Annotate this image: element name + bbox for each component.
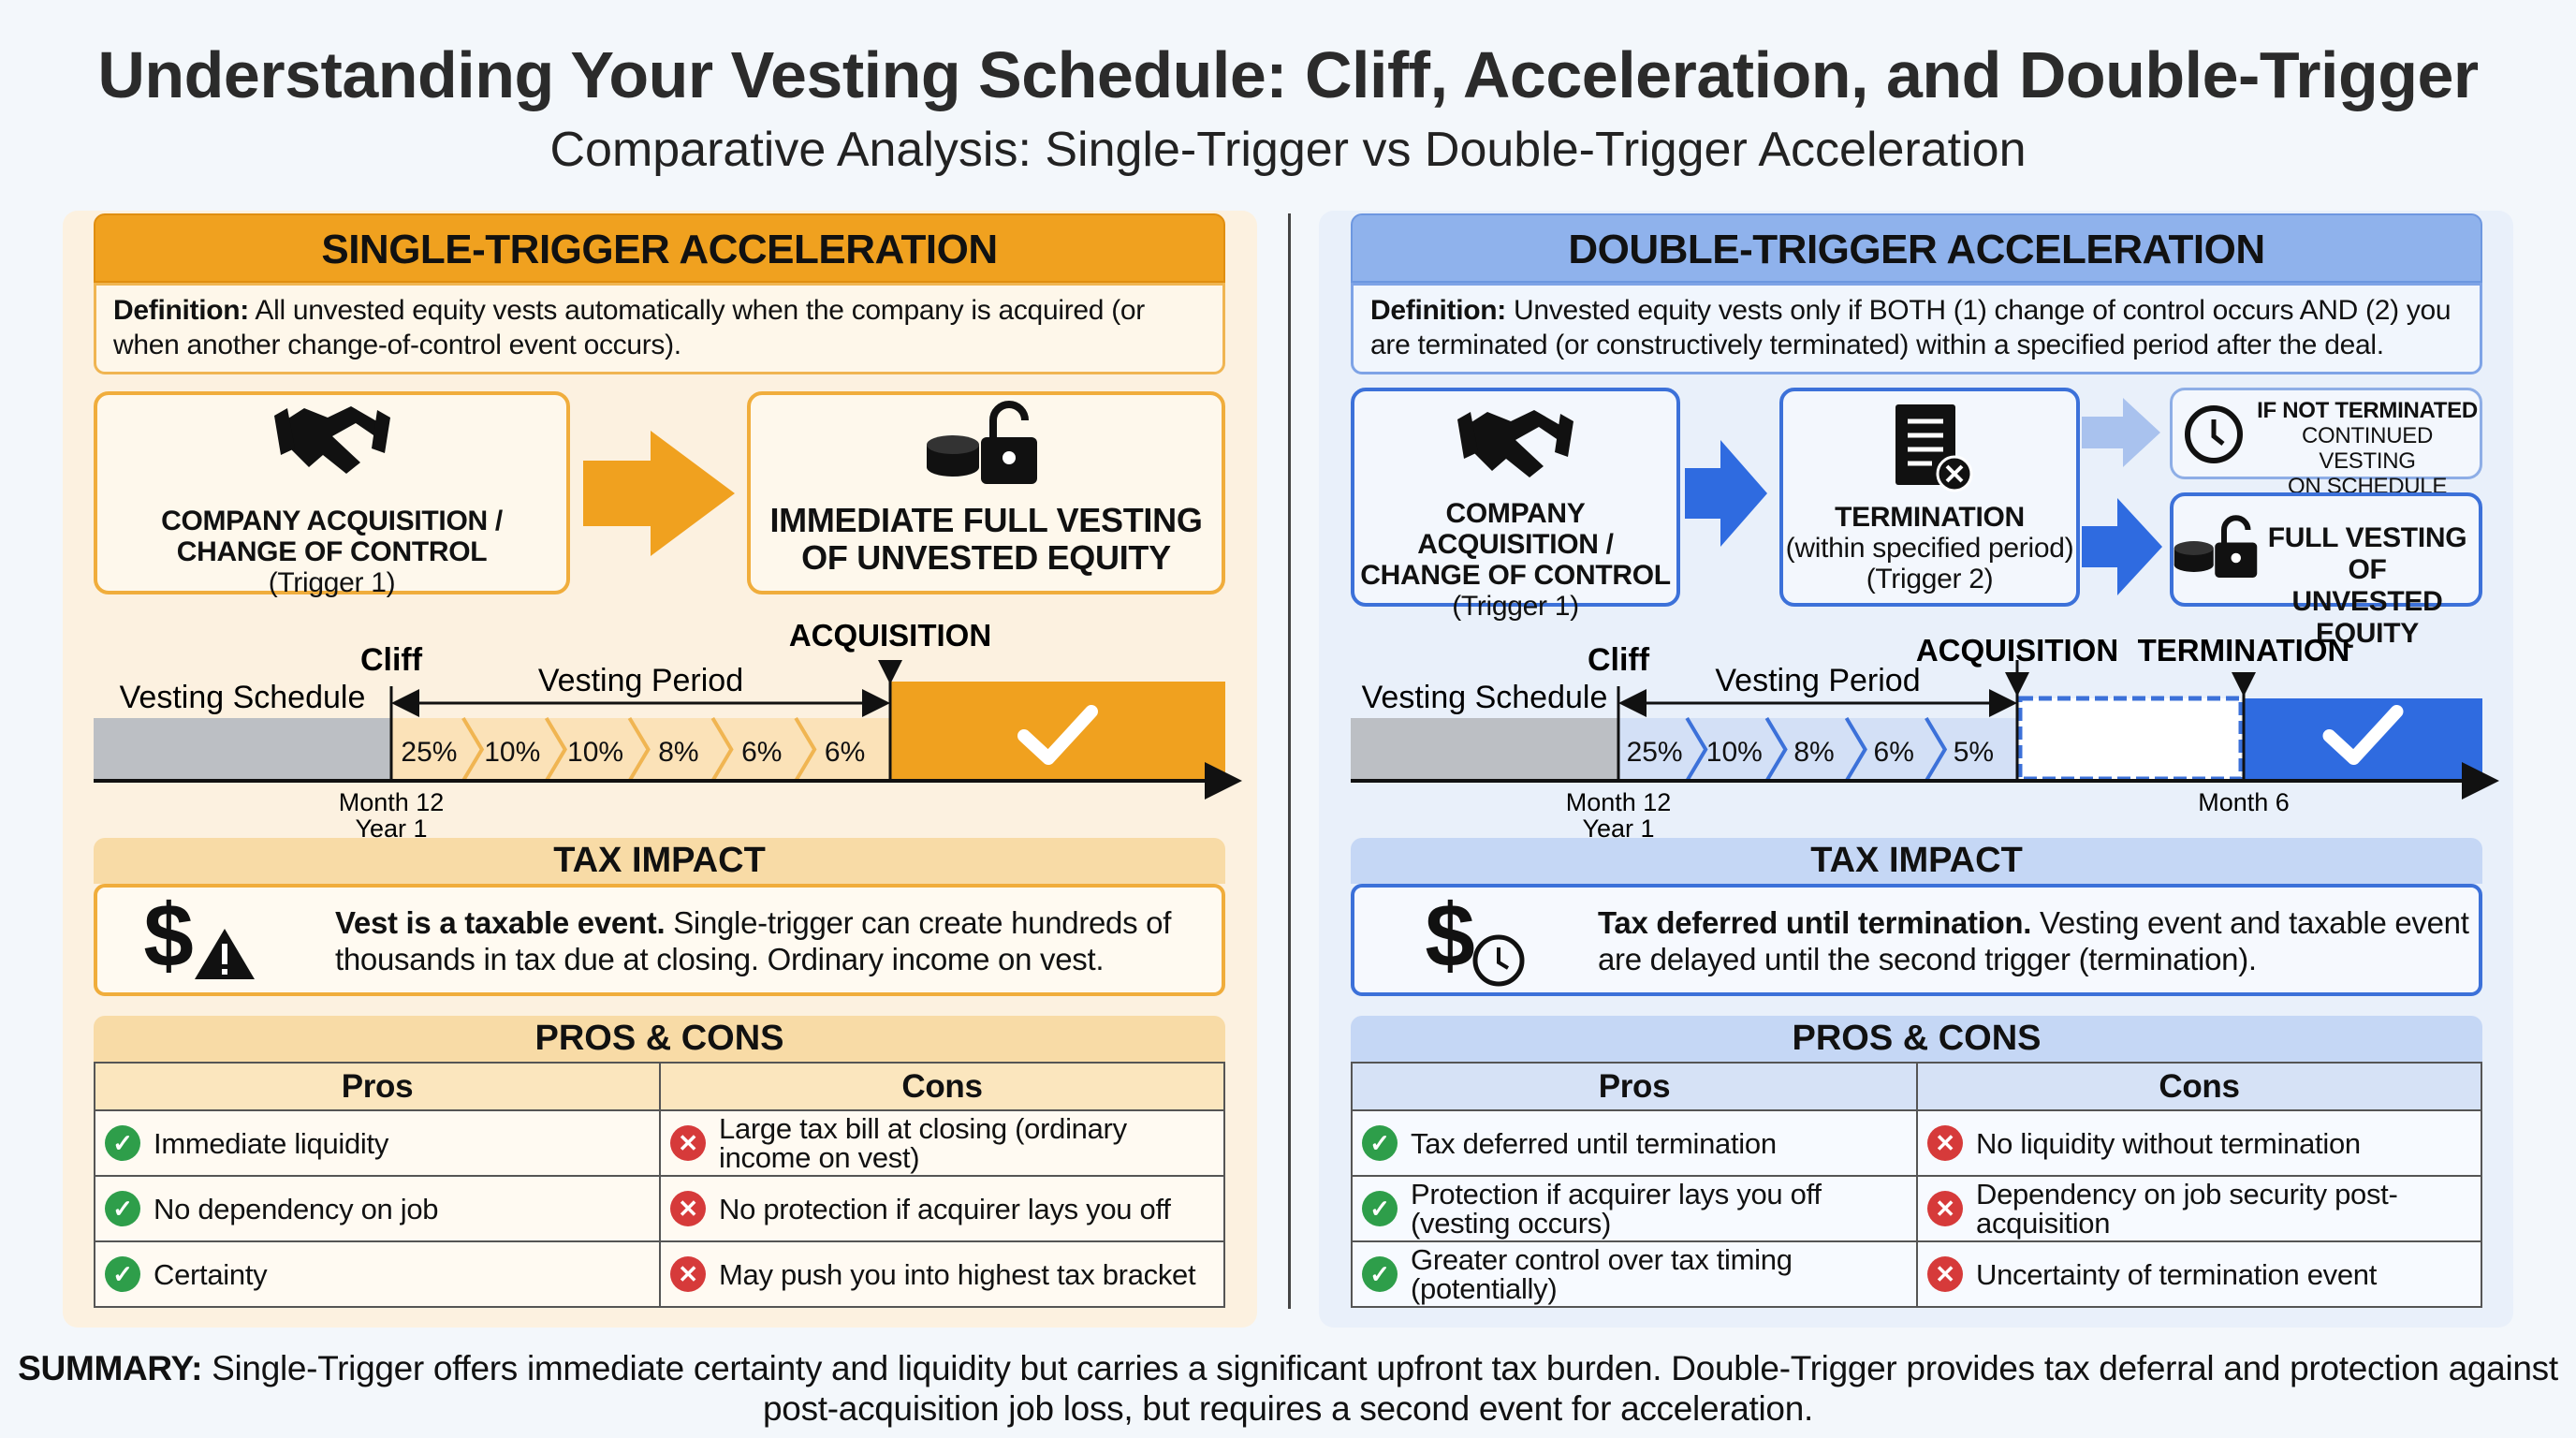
con-cell: ✕ Dependency on job security post-acquisi… — [1916, 1175, 2482, 1242]
con-text: No liquidity without termination — [1976, 1126, 2361, 1160]
pro-text: Greater control over tax timing (potenti… — [1411, 1243, 1793, 1305]
trigger-line1: COMPANY ACQUISITION / — [161, 506, 503, 536]
con-cell: ✕ May push you into highest tax bracket — [659, 1240, 1225, 1308]
con-cell: ✕ No liquidity without termination — [1916, 1109, 2482, 1177]
double-tax-header: TAX IMPACT — [1351, 838, 2482, 884]
trigger-line1: COMPANY ACQUISITION / — [1417, 498, 1614, 560]
double-proscons-table: Pros Cons ✓ Tax deferred until termination… — [1351, 1062, 2482, 1308]
con-text: No protection if acquirer lays you off — [719, 1192, 1171, 1225]
not-terminated-line1: IF NOT TERMINATED — [2257, 398, 2478, 423]
con-cell: ✕ No protection if acquirer lays you off — [659, 1175, 1225, 1242]
table-row: ✓ Certainty ✕ May push you into highest ta… — [94, 1240, 1225, 1308]
page-subtitle: Comparative Analysis: Single-Trigger vs … — [549, 123, 2027, 177]
check-icon: ✓ — [105, 1191, 140, 1226]
table-row: ✓ Greater control over tax timing (potent… — [1351, 1240, 2482, 1308]
pros-header: Pros — [1351, 1062, 1918, 1111]
con-text: Uncertainty of termination event — [1976, 1257, 2378, 1291]
summary: SUMMARY: Single-Trigger offers immediate… — [0, 1348, 2576, 1429]
summary-label: SUMMARY: — [18, 1349, 203, 1387]
check-icon: ✓ — [1362, 1191, 1398, 1226]
cons-header: Cons — [659, 1062, 1225, 1111]
x-icon: ✕ — [670, 1191, 706, 1226]
definition-label: Definition: — [113, 295, 250, 326]
single-tax-header: TAX IMPACT — [94, 838, 1225, 884]
check-icon: ✓ — [105, 1256, 140, 1292]
pro-cell: ✓ Greater control over tax timing (potent… — [1351, 1240, 1918, 1308]
page-title: Understanding Your Vesting Schedule: Cli… — [97, 38, 2479, 111]
pro-text: Protection if acquirer lays you off (ves… — [1411, 1178, 1822, 1240]
pro-text: Certainty — [154, 1257, 268, 1291]
con-text: Large tax bill at closing (ordinary inco… — [719, 1112, 1127, 1174]
con-text: Dependency on job security post-acquisit… — [1976, 1178, 2398, 1240]
con-cell: ✕ Uncertainty of termination event — [1916, 1240, 2482, 1308]
pro-cell: ✓ Tax deferred until termination — [1351, 1109, 1918, 1177]
double-proscons-header: PROS & CONS — [1351, 1016, 2482, 1062]
pro-cell: ✓ Protection if acquirer lays you off (ve… — [1351, 1175, 1918, 1242]
summary-text: Single-Trigger offers immediate certaint… — [202, 1349, 2558, 1428]
tax-text: Single-trigger can create hundreds of th… — [335, 905, 1172, 976]
not-terminated-box: IF NOT TERMINATED CONTINUED VESTING ON S… — [2170, 388, 2482, 499]
double-tax-box: Tax deferred until termination. Vesting … — [1351, 884, 2482, 996]
trigger-line3: (Trigger 2) — [1866, 564, 1994, 594]
trigger-line1: TERMINATION — [1835, 502, 2025, 533]
trigger-line2: (within specified period) — [1785, 533, 2074, 564]
cons-header: Cons — [1916, 1062, 2482, 1111]
definition-label: Definition: — [1370, 295, 1507, 326]
single-trigger1-box: COMPANY ACQUISITION / CHANGE OF CONTROL … — [94, 391, 570, 598]
double-result-box: FULL VESTING OF UNVESTED EQUITY — [2170, 492, 2482, 649]
definition-text: All unvested equity vests automatically … — [113, 295, 1145, 360]
single-tax-box: Vest is a taxable event. Single-trigger … — [94, 884, 1225, 996]
single-proscons-table: Pros Cons ✓ Immediate liquidity ✕ Large tax… — [94, 1062, 1225, 1308]
table-row: ✓ Immediate liquidity ✕ Large tax bill at … — [94, 1109, 1225, 1177]
tax-bold: Vest is a taxable event. — [335, 905, 666, 940]
not-terminated-line2: CONTINUED VESTING — [2302, 423, 2433, 474]
x-icon: ✕ — [1927, 1191, 1963, 1226]
table-row: ✓ Protection if acquirer lays you off (ve… — [1351, 1175, 2482, 1242]
single-proscons-header: PROS & CONS — [94, 1016, 1225, 1062]
trigger-line3: (Trigger 1) — [268, 567, 396, 598]
x-icon: ✕ — [670, 1125, 706, 1161]
pro-text: No dependency on job — [154, 1192, 439, 1225]
single-trigger-header: SINGLE-TRIGGER ACCELERATION — [94, 213, 1225, 283]
table-row: ✓ Tax deferred until termination ✕ No liqu… — [1351, 1109, 2482, 1177]
result-line1: IMMEDIATE FULL VESTING — [769, 501, 1203, 539]
x-icon: ✕ — [1927, 1125, 1963, 1161]
x-icon: ✕ — [1927, 1256, 1963, 1292]
definition-text: Unvested equity vests only if BOTH (1) c… — [1370, 295, 2452, 360]
pro-text: Immediate liquidity — [154, 1126, 389, 1160]
x-icon: ✕ — [670, 1256, 706, 1292]
single-result-box: IMMEDIATE FULL VESTING OF UNVESTED EQUIT… — [747, 391, 1225, 594]
double-trigger-header: DOUBLE-TRIGGER ACCELERATION — [1351, 213, 2482, 283]
trigger-line2: CHANGE OF CONTROL — [1360, 560, 1671, 591]
pro-cell: ✓ Immediate liquidity — [94, 1109, 661, 1177]
pro-cell: ✓ Certainty — [94, 1240, 661, 1308]
pros-header: Pros — [94, 1062, 661, 1111]
check-icon: ✓ — [1362, 1125, 1398, 1161]
check-icon: ✓ — [105, 1125, 140, 1161]
double-trigger2-box: TERMINATION (within specified period) (T… — [1779, 388, 2080, 607]
pro-text: Tax deferred until termination — [1411, 1126, 1777, 1160]
tax-bold: Tax deferred until termination. — [1598, 905, 2032, 940]
tax-text: Vesting event and taxable event are dela… — [1598, 905, 2469, 976]
result-line2: OF UNVESTED EQUITY — [801, 538, 1171, 577]
result-line1: FULL VESTING OF — [2267, 522, 2467, 585]
double-definition: Definition: Unvested equity vests only i… — [1351, 283, 2482, 374]
table-row: ✓ No dependency on job ✕ No protection if … — [94, 1175, 1225, 1242]
con-cell: ✕ Large tax bill at closing (ordinary inc… — [659, 1109, 1225, 1177]
single-definition: Definition: All unvested equity vests au… — [94, 283, 1225, 374]
double-trigger1-box: COMPANY ACQUISITION / CHANGE OF CONTROL … — [1351, 388, 1680, 622]
trigger-line3: (Trigger 1) — [1452, 591, 1579, 622]
trigger-line2: CHANGE OF CONTROL — [176, 536, 488, 567]
check-icon: ✓ — [1362, 1256, 1398, 1292]
pro-cell: ✓ No dependency on job — [94, 1175, 661, 1242]
con-text: May push you into highest tax bracket — [719, 1257, 1196, 1291]
panel-divider — [1288, 213, 1291, 1309]
result-line2: UNVESTED EQUITY — [2291, 586, 2443, 649]
